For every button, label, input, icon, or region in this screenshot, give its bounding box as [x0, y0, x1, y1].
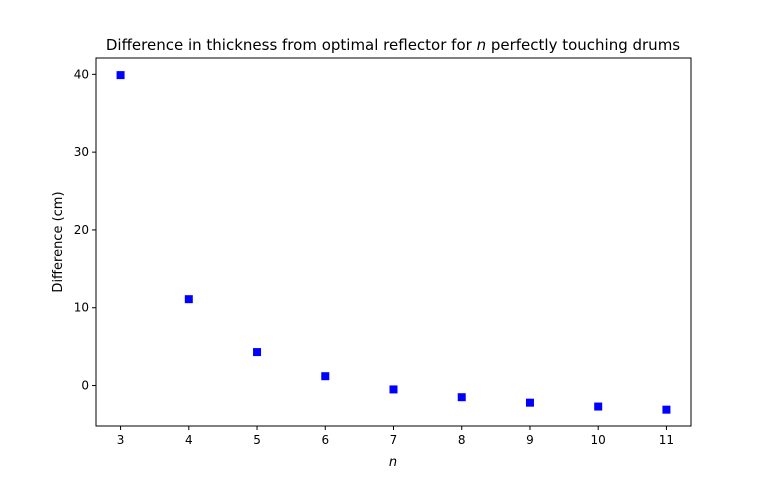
x-tick-label: 6 [321, 433, 329, 447]
x-axis: 3 4 5 6 7 8 9 10 11 [117, 426, 674, 447]
data-point [116, 71, 125, 80]
x-tick-label: 7 [390, 433, 398, 447]
y-tick-label: 0 [81, 379, 89, 393]
data-point [321, 372, 330, 381]
y-tick-label: 10 [74, 301, 89, 315]
x-tick-label: 5 [253, 433, 261, 447]
x-tick-label: 8 [458, 433, 466, 447]
x-tick-label: 10 [591, 433, 606, 447]
y-axis: 0 10 20 30 40 [74, 67, 96, 393]
y-tick-label: 40 [74, 67, 89, 81]
plot-area-frame [95, 57, 692, 427]
y-axis-label: Difference (cm) [51, 191, 66, 292]
data-point [662, 405, 671, 414]
data-point [389, 385, 398, 394]
data-point [184, 295, 193, 304]
x-axis-label: n [389, 455, 397, 470]
x-tick-label: 4 [185, 433, 193, 447]
data-points [116, 71, 671, 414]
y-tick-label: 20 [74, 223, 89, 237]
chart-title: Difference in thickness from optimal ref… [106, 36, 680, 54]
x-tick-label: 3 [117, 433, 125, 447]
data-point [525, 398, 534, 407]
y-tick-label: 30 [74, 145, 89, 159]
data-point [594, 402, 603, 411]
data-point [253, 348, 262, 357]
data-point [457, 393, 466, 402]
x-tick-label: 11 [659, 433, 674, 447]
x-tick-label: 9 [526, 433, 534, 447]
